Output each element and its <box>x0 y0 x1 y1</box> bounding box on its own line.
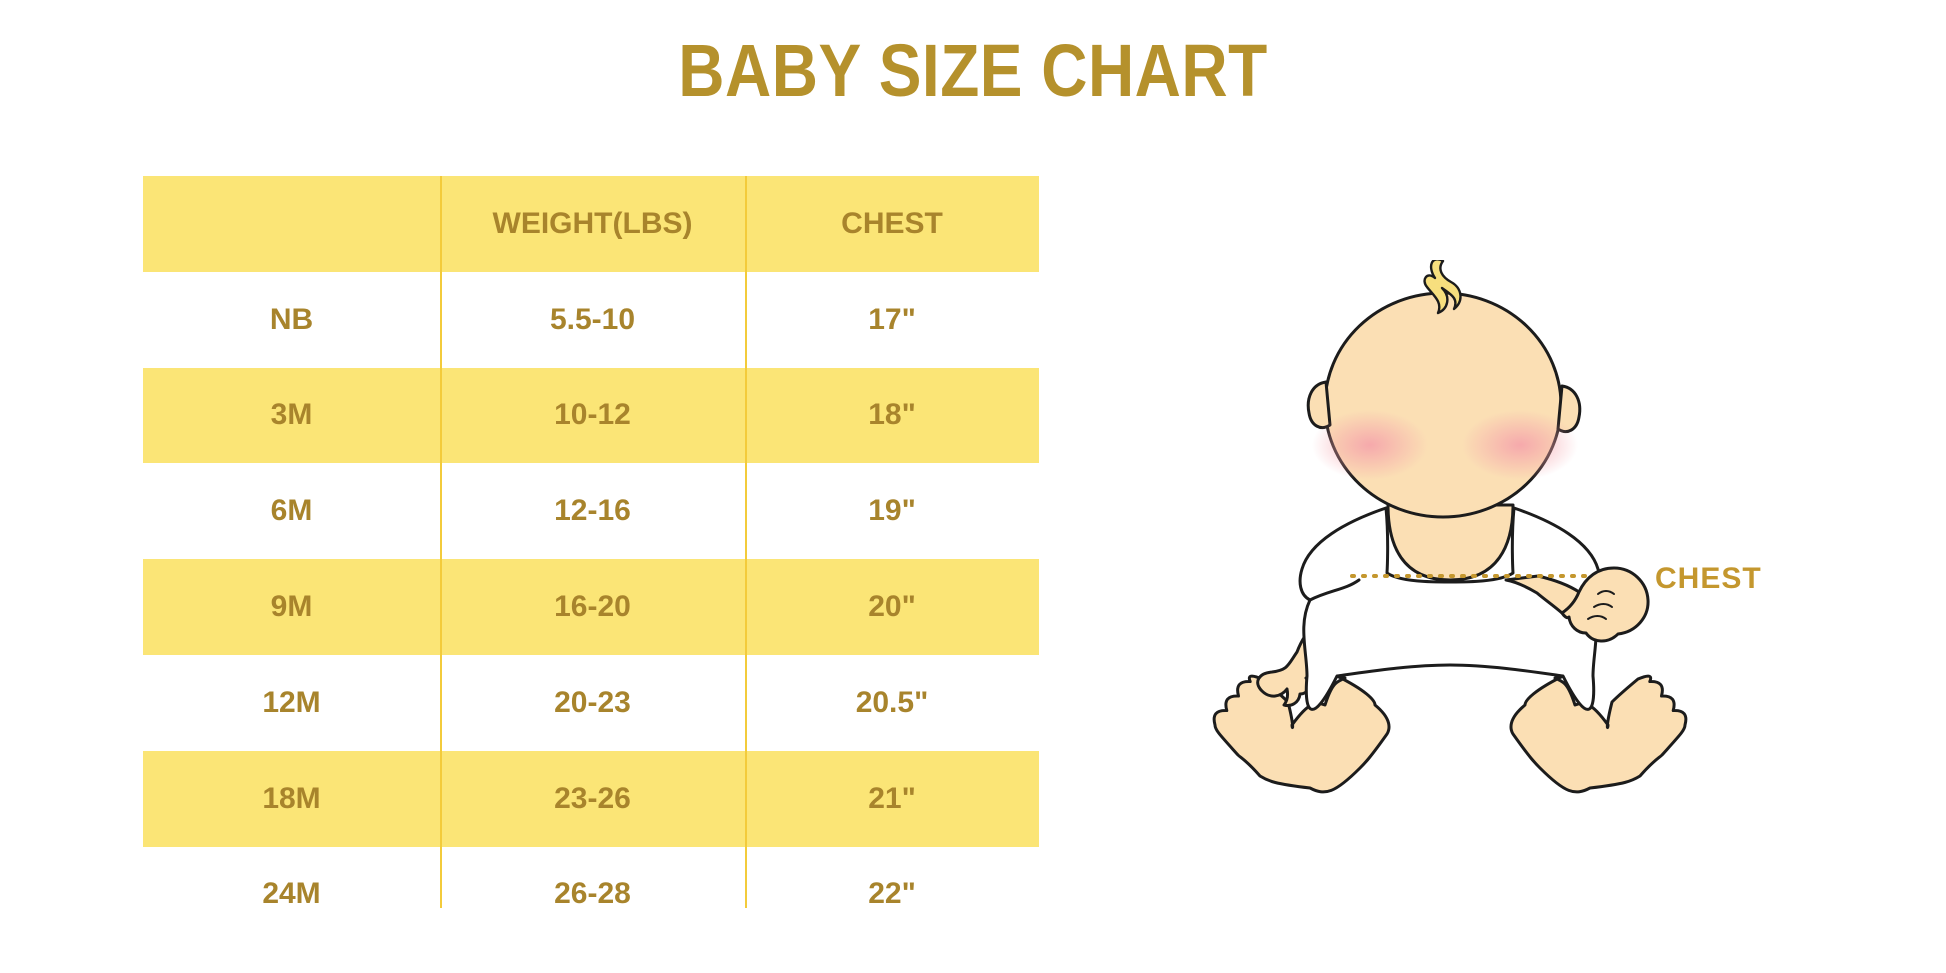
svg-text:CHEST: CHEST <box>1655 562 1762 595</box>
